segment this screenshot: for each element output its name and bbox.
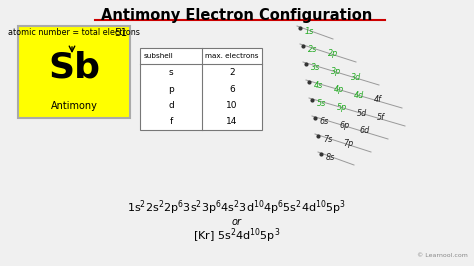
Text: 6d: 6d — [360, 127, 370, 135]
Text: Antimony Electron Configuration: Antimony Electron Configuration — [101, 8, 373, 23]
Text: Sb: Sb — [48, 51, 100, 85]
Text: 5s: 5s — [317, 98, 326, 107]
Text: s: s — [169, 68, 173, 77]
Text: 2: 2 — [229, 68, 235, 77]
Text: 5p: 5p — [337, 103, 347, 113]
Text: 2p: 2p — [328, 49, 338, 59]
Text: or: or — [232, 217, 242, 227]
Text: 6p: 6p — [340, 122, 350, 131]
Text: 1s: 1s — [305, 27, 314, 35]
Text: subshell: subshell — [144, 53, 174, 59]
Text: 6: 6 — [229, 85, 235, 94]
Text: 14: 14 — [226, 117, 237, 126]
Text: [Kr] 5s$^2$4d$^{10}$5p$^3$: [Kr] 5s$^2$4d$^{10}$5p$^3$ — [193, 227, 281, 245]
Text: atomic number = total electrons: atomic number = total electrons — [8, 28, 140, 37]
Text: p: p — [168, 85, 174, 94]
Text: 3s: 3s — [311, 63, 320, 72]
Text: 4d: 4d — [354, 90, 364, 99]
Text: 8s: 8s — [326, 152, 335, 161]
Text: 51: 51 — [114, 28, 127, 38]
Text: 3d: 3d — [351, 73, 361, 81]
Text: 7s: 7s — [323, 135, 332, 143]
Text: Antimony: Antimony — [51, 101, 98, 111]
Text: © Learnool.com: © Learnool.com — [417, 253, 468, 258]
Bar — [140, 48, 262, 130]
Text: 4p: 4p — [334, 85, 344, 94]
Text: 7p: 7p — [343, 139, 353, 148]
Text: 3p: 3p — [331, 68, 341, 77]
Text: 5f: 5f — [377, 114, 385, 123]
Text: 4f: 4f — [374, 95, 382, 105]
Text: 10: 10 — [226, 101, 238, 110]
Text: 5d: 5d — [357, 109, 367, 118]
Bar — [18, 26, 130, 118]
Text: 2s: 2s — [308, 44, 317, 53]
Text: d: d — [168, 101, 174, 110]
Text: 6s: 6s — [320, 117, 329, 126]
Text: f: f — [169, 117, 173, 126]
Text: 1s$^2$2s$^2$2p$^6$3s$^2$3p$^6$4s$^2$3d$^{10}$4p$^6$5s$^2$4d$^{10}$5p$^3$: 1s$^2$2s$^2$2p$^6$3s$^2$3p$^6$4s$^2$3d$^… — [128, 199, 346, 217]
Text: max. electrons: max. electrons — [205, 53, 259, 59]
Text: 4s: 4s — [314, 81, 323, 89]
